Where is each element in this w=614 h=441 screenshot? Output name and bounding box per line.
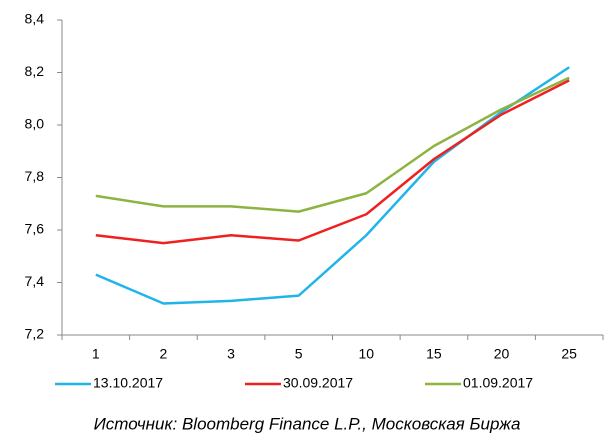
y-tick-label: 8,4 [25, 11, 45, 27]
legend-label: 13.10.2017 [93, 375, 163, 391]
x-tick-label: 3 [227, 346, 235, 362]
x-tick-label: 25 [561, 346, 577, 362]
y-tick-label: 7,2 [25, 326, 45, 342]
x-tick-label: 20 [494, 346, 510, 362]
x-tick-label: 10 [359, 346, 375, 362]
y-tick-label: 8,2 [25, 63, 45, 79]
line-series [95, 76, 570, 213]
y-tick-label: 8,0 [25, 116, 45, 132]
line-series [95, 66, 570, 305]
x-tick-label: 15 [426, 346, 442, 362]
source-note: Источник: Bloomberg Finance L.P., Москов… [94, 414, 521, 433]
legend-label: 30.09.2017 [283, 375, 353, 391]
y-tick-label: 7,4 [25, 273, 45, 289]
y-tick-label: 7,8 [25, 168, 45, 184]
x-tick-label: 2 [160, 346, 168, 362]
line-series [95, 79, 570, 245]
x-tick-label: 5 [295, 346, 303, 362]
x-tick-label: 1 [92, 346, 100, 362]
y-tick-label: 7,6 [25, 221, 45, 237]
legend-label: 01.09.2017 [463, 375, 533, 391]
